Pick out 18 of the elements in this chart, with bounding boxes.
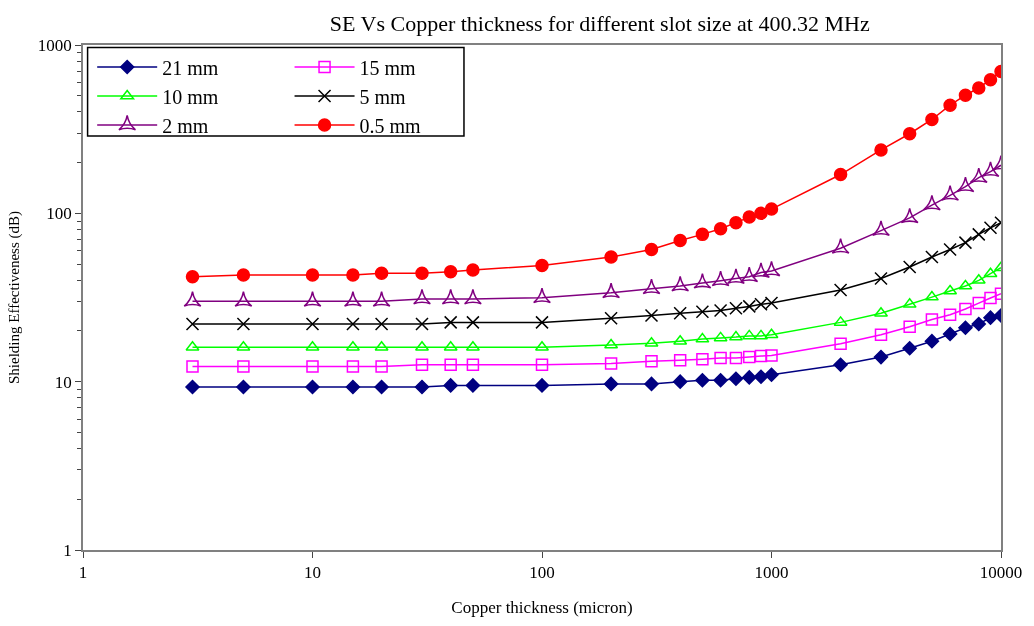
chart-title: SE Vs Copper thickness for different slot size at 400.32 MHz	[329, 11, 870, 37]
legend-label: 15 mm	[359, 56, 417, 79]
legend-label: 2 mm	[162, 114, 209, 137]
legend-label: 0.5 mm	[359, 114, 422, 137]
y-tick-label: 1000	[37, 35, 72, 55]
x-tick-label: 10000	[979, 563, 1023, 583]
y-axis-title: Shielding Effectiveness (dB)	[5, 210, 23, 385]
x-axis-title: Copper thickness (micron)	[451, 598, 633, 618]
y-tick-label: 10	[54, 372, 72, 392]
x-tick-label: 10	[304, 563, 321, 583]
y-tick-label: 100	[46, 204, 72, 224]
legend-label: 21 mm	[162, 56, 219, 79]
legend-label: 5 mm	[359, 85, 407, 108]
x-tick-label: 100	[529, 563, 555, 583]
x-tick-label: 1	[78, 563, 88, 583]
x-tick-label: 1000	[754, 563, 789, 583]
legend-label: 10 mm	[162, 85, 219, 108]
y-tick-label: 1	[63, 540, 72, 560]
